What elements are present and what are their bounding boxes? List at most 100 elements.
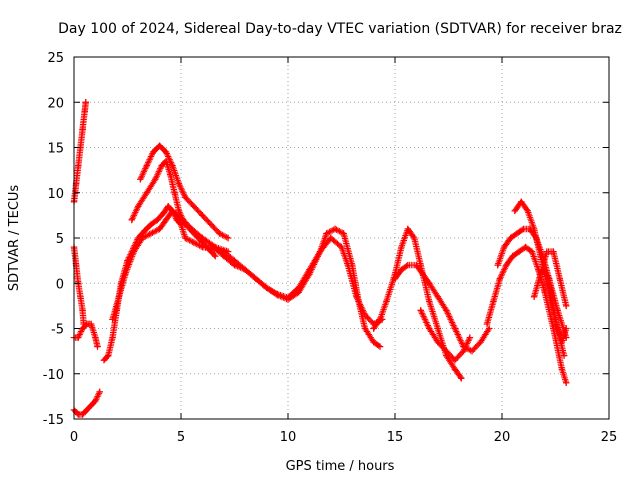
data-point [419,271,427,278]
data-point [556,275,563,282]
data-point [344,261,352,269]
data-point [81,108,88,115]
data-point [284,294,292,301]
data-point [94,343,101,350]
data-point [130,248,138,255]
data-point [83,406,91,414]
data-point [109,334,116,341]
data-point [122,271,129,278]
data-point [143,189,150,196]
x-tick-label: 15 [387,430,404,445]
data-point [79,411,86,418]
data-point [162,216,170,224]
data-point [164,203,172,210]
data-point [543,248,551,255]
data-point [340,230,347,237]
data-point [135,203,142,210]
data-point [274,290,281,298]
data-point [167,171,174,178]
data-point [152,175,159,183]
data-point [109,316,116,323]
data-point [520,225,527,233]
data-point [147,230,155,237]
data-point [87,402,95,409]
data-point [560,352,568,359]
series-track-q [530,248,570,310]
y-tick-label: 0 [56,277,64,292]
data-point [513,230,521,237]
data-point [503,261,510,269]
data-point [327,234,334,242]
data-point [434,293,441,301]
data-point [207,221,215,228]
data-point [139,234,146,242]
grid [74,57,609,419]
data-point [515,248,523,255]
data-point [154,216,161,224]
data-point [190,203,198,210]
data-point [458,375,465,382]
data-point [426,298,433,305]
data-point [149,148,157,156]
x-tick-label: 20 [494,430,511,445]
data-point [79,126,86,133]
data-point [563,325,570,332]
data-point [199,234,206,242]
x-tick-label: 10 [280,430,297,445]
data-point [143,162,150,169]
data-point [485,325,493,332]
data-point [545,275,553,282]
data-point [370,325,377,332]
data-point [82,99,89,106]
data-point [231,257,238,264]
data-point [77,293,84,301]
data-point [483,320,491,328]
plot-area [70,99,570,418]
data-point [539,266,546,273]
data-point [188,225,195,233]
series-track-r [539,266,570,346]
chart-title: Day 100 of 2024, Sidereal Day-to-day VTE… [58,21,622,37]
data-point [141,227,148,234]
data-point [96,388,103,396]
data-point [417,307,424,314]
x-tick-label: 0 [70,430,78,445]
data-point [518,198,525,205]
data-point [537,271,544,278]
x-axis-label: GPS time / hours [286,459,395,474]
data-point [316,248,324,255]
data-point [376,343,384,350]
y-tick-label: 20 [47,96,64,111]
data-point [331,225,339,233]
y-tick-label: 5 [56,232,64,247]
data-point [162,148,170,156]
data-point [451,356,459,364]
data-point [263,284,270,291]
data-point [530,293,538,301]
data-point [190,239,198,246]
data-point [175,180,183,187]
data-point [530,225,538,233]
data-point [92,334,99,341]
data-point [209,243,217,251]
data-point [353,293,360,301]
data-point [552,316,559,323]
data-point [434,325,441,332]
data-point [182,234,189,242]
data-point [494,261,501,269]
x-tick-label: 25 [601,430,618,445]
data-point [451,325,459,332]
data-point [522,243,529,251]
data-point [338,243,345,251]
data-point [404,261,412,269]
data-point [87,320,95,328]
y-tick-label: -10 [43,368,64,383]
data-point [156,142,163,149]
axis-ticks: 0 5 10 15 20 25 -15 -10 -5 0 5 10 15 20 25 [43,51,618,445]
data-point [500,243,508,251]
data-point [199,212,206,219]
data-point [550,248,557,255]
data-point [242,266,249,273]
data-point [426,280,433,287]
data-point [306,266,313,273]
